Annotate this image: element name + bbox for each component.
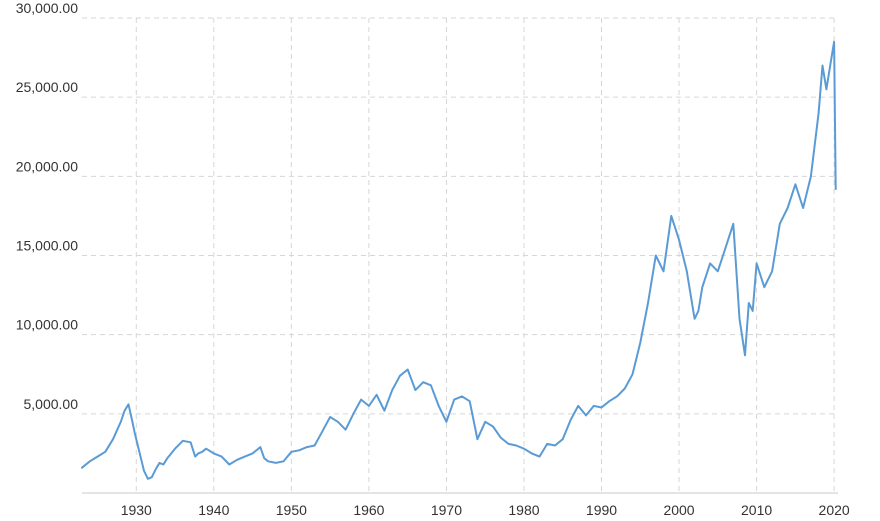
y-tick-label: 25,000.00 [16,79,78,95]
x-gridlines [135,18,835,493]
series-group [81,40,837,480]
x-tick-label: 2000 [663,502,694,518]
x-tick-label: 2010 [741,502,772,518]
y-tick-label: 5,000.00 [24,396,79,412]
x-tick-label: 1960 [353,502,384,518]
y-gridlines [82,17,838,415]
x-tick-labels: 1930 1940 1950 1960 1970 1980 1990 2000 2010 2020 [121,502,850,518]
y-tick-label: 20,000.00 [16,158,78,174]
y-tick-label: 10,000.00 [16,317,78,333]
y-tick-label: 30,000.00 [16,0,78,16]
y-tick-label: 15,000.00 [16,238,78,254]
x-tick-label: 1940 [198,502,229,518]
x-tick-label: 2020 [819,502,850,518]
series-line [81,40,837,480]
x-tick-label: 1930 [121,502,152,518]
x-tick-label: 1970 [431,502,462,518]
x-tick-label: 1950 [276,502,307,518]
x-tick-label: 1990 [586,502,617,518]
y-tick-labels: 5,000.00 10,000.00 15,000.00 20,000.00 25,00… [16,0,79,412]
x-tick-label: 1980 [508,502,539,518]
